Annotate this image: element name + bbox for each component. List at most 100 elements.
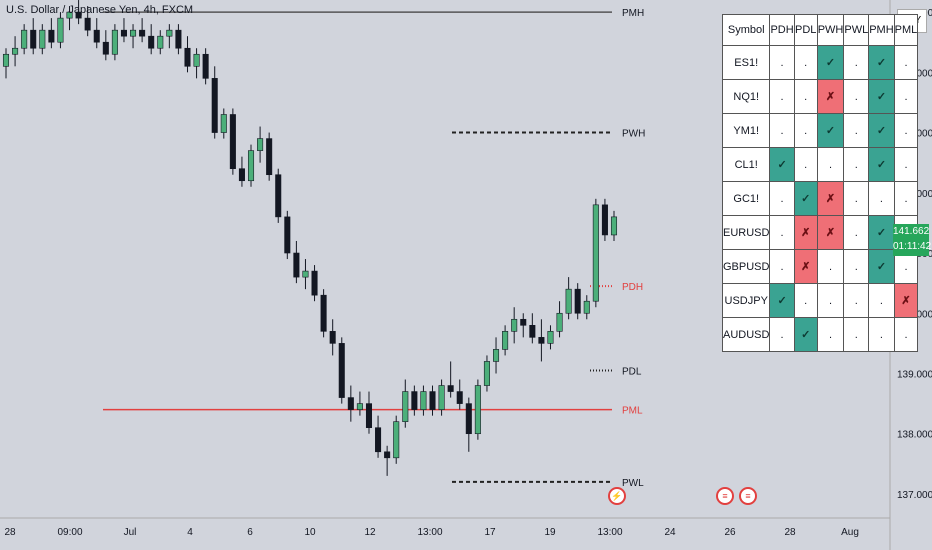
- symbol-cell: EURUSD: [721, 215, 771, 250]
- candle-body: [111, 29, 118, 55]
- candle-body: [456, 391, 463, 404]
- table-row: AUDUSD. ✓....: [721, 317, 919, 352]
- check-icon: ✓: [868, 79, 895, 114]
- candle-body: [130, 29, 137, 37]
- y-tick-label: 137.000: [897, 490, 932, 501]
- status-cell: .: [868, 283, 895, 318]
- candle-body: [48, 29, 55, 43]
- candle-body: [538, 337, 545, 344]
- status-cell: .: [793, 147, 818, 182]
- us-flag-event-icon[interactable]: ≡: [739, 487, 757, 505]
- candle-body: [12, 47, 19, 55]
- x-tick-label: 28: [4, 527, 16, 538]
- candle-body: [347, 397, 354, 410]
- y-tick-label: 139.000: [897, 369, 932, 380]
- candle-body: [320, 294, 327, 332]
- candle-body: [30, 29, 37, 49]
- status-cell: .: [868, 317, 895, 352]
- level-label-pwl: PWL: [622, 478, 644, 489]
- us-flag-event-icon[interactable]: ≡: [716, 487, 734, 505]
- check-icon: ✓: [769, 147, 795, 182]
- check-icon: ✓: [868, 249, 895, 284]
- table-row: YM1!.. ✓. ✓.: [721, 113, 919, 148]
- x-tick-label: 4: [187, 527, 193, 538]
- candle-body: [375, 427, 382, 453]
- candle-body: [592, 204, 599, 302]
- candle-body: [302, 270, 309, 278]
- candle-body: [447, 385, 454, 392]
- candle-body: [583, 300, 590, 314]
- status-cell: .: [843, 283, 870, 318]
- cross-icon: ✗: [793, 249, 818, 284]
- current-price: 141.662: [893, 226, 930, 237]
- candle-body: [166, 29, 173, 37]
- candle-body: [120, 29, 127, 37]
- check-icon: ✓: [793, 181, 818, 216]
- symbol-cell: USDJPY: [721, 283, 771, 318]
- candle-body: [356, 403, 363, 410]
- table-header: PDL: [793, 14, 818, 46]
- candle-body: [511, 318, 518, 332]
- x-tick-label: 26: [724, 527, 736, 538]
- status-cell: .: [843, 249, 870, 284]
- candle-body: [474, 385, 481, 435]
- check-icon: ✓: [868, 147, 895, 182]
- candle-body: [520, 318, 527, 326]
- x-tick-label: 12: [364, 527, 376, 538]
- candle-body: [556, 312, 563, 332]
- candle-body: [393, 421, 400, 459]
- x-tick-label: 6: [247, 527, 253, 538]
- lightning-event-icon[interactable]: ⚡: [608, 487, 626, 505]
- candle-body: [39, 29, 46, 49]
- level-status-table: Symbol PDH PDL PWH PWL PMH PML ES1!.. ✓. ✓. NQ1!.…: [721, 14, 919, 352]
- table-row: EURUSD.✗✗.✓.: [721, 215, 919, 250]
- candle-body: [384, 451, 391, 459]
- status-cell: .: [816, 147, 845, 182]
- level-label-pmh: PMH: [622, 8, 644, 19]
- candle-body: [184, 47, 191, 67]
- status-cell: .: [843, 45, 870, 80]
- status-cell: .: [793, 113, 818, 148]
- symbol-cell: ES1!: [721, 45, 771, 80]
- status-cell: .: [793, 45, 818, 80]
- status-cell: .: [769, 79, 795, 114]
- candle-body: [266, 138, 273, 176]
- candle-body: [547, 331, 554, 344]
- status-cell: .: [816, 317, 845, 352]
- candle-body: [502, 331, 509, 350]
- status-cell: .: [893, 45, 919, 80]
- level-label-pml: PML: [622, 406, 643, 417]
- status-cell: .: [843, 147, 870, 182]
- table-row: ES1!.. ✓. ✓.: [721, 45, 919, 80]
- x-tick-label: 13:00: [597, 527, 622, 538]
- check-icon: ✓: [816, 113, 845, 148]
- candle-body: [402, 391, 409, 422]
- symbol-cell: AUDUSD: [721, 317, 771, 352]
- candle-body: [493, 349, 500, 362]
- x-tick-label: 10: [304, 527, 316, 538]
- symbol-cell: NQ1!: [721, 79, 771, 114]
- cross-icon: ✗: [816, 181, 845, 216]
- table-row: NQ1!.. ✗. ✓.: [721, 79, 919, 114]
- status-cell: .: [843, 317, 870, 352]
- x-tick-label: 24: [664, 527, 676, 538]
- candle-body: [211, 78, 218, 133]
- table-row: GC1!. ✓ ✗...: [721, 181, 919, 216]
- check-icon: ✓: [868, 215, 895, 250]
- candle-body: [247, 150, 255, 182]
- candle-body: [220, 114, 227, 133]
- check-icon: ✓: [769, 283, 795, 318]
- symbol-cell: GC1!: [721, 181, 771, 216]
- status-cell: .: [816, 249, 845, 284]
- level-label-pwh: PWH: [622, 129, 645, 140]
- table-header: PDH: [769, 14, 795, 46]
- x-tick-label: 13:00: [417, 527, 442, 538]
- symbol-title: U.S. Dollar / Japanese Yen, 4h, FXCM: [6, 4, 194, 16]
- status-cell: .: [868, 181, 895, 216]
- candle-body: [148, 35, 155, 49]
- x-tick-label: 19: [544, 527, 556, 538]
- candle-body: [193, 53, 200, 67]
- candle-body: [157, 35, 164, 49]
- candle-body: [229, 114, 236, 169]
